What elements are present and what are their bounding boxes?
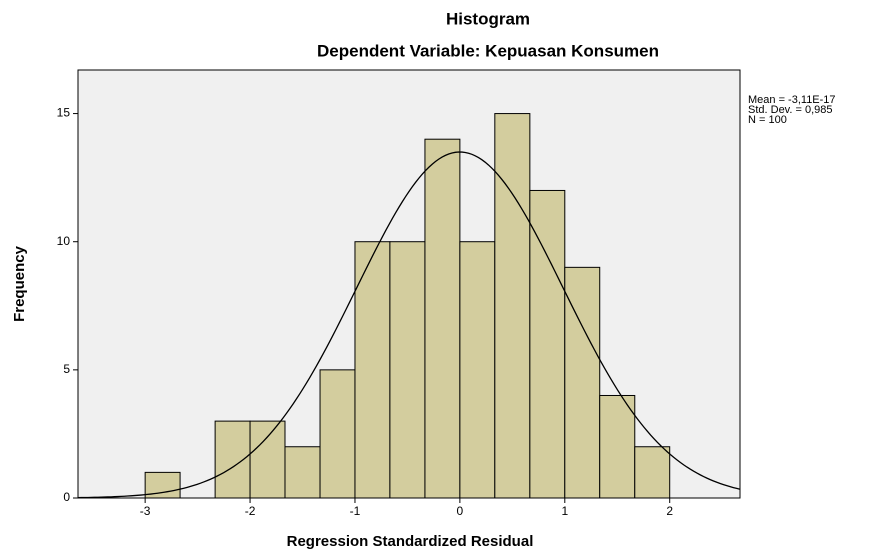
plot-border (77, 69, 741, 499)
bar (529, 189, 566, 499)
x-axis-label: Regression Standardized Residual (287, 533, 534, 550)
bar (319, 369, 356, 499)
normal-curve (77, 151, 741, 499)
x-tick-label: -2 (245, 504, 256, 518)
stats-text: N = 100 (748, 114, 787, 126)
x-tick-label: 0 (457, 504, 464, 518)
bar (424, 138, 461, 499)
bar (599, 394, 636, 499)
bar (494, 113, 531, 499)
y-tick-label: 0 (63, 490, 70, 504)
y-tick-label: 5 (63, 362, 70, 376)
x-tick-label: -3 (140, 504, 151, 518)
bar (214, 420, 251, 499)
y-tick-label: 10 (57, 234, 71, 248)
x-tick-label: 1 (561, 504, 568, 518)
bar (564, 266, 601, 499)
y-axis-label: Frequency (11, 245, 28, 322)
y-tick-label: 15 (57, 106, 71, 120)
x-tick-label: -1 (350, 504, 361, 518)
chart-title: Histogram (446, 9, 530, 28)
stats-text: Std. Dev. = 0,985 (748, 104, 833, 116)
bar (144, 471, 181, 499)
bar (249, 420, 286, 499)
chart-subtitle: Dependent Variable: Kepuasan Konsumen (317, 41, 659, 60)
x-tick-label: 2 (666, 504, 673, 518)
stats-text: Mean = -3,11E-17 (748, 94, 836, 106)
bar (634, 446, 671, 499)
bar (459, 241, 496, 499)
bar (284, 446, 321, 499)
bar (389, 241, 426, 499)
